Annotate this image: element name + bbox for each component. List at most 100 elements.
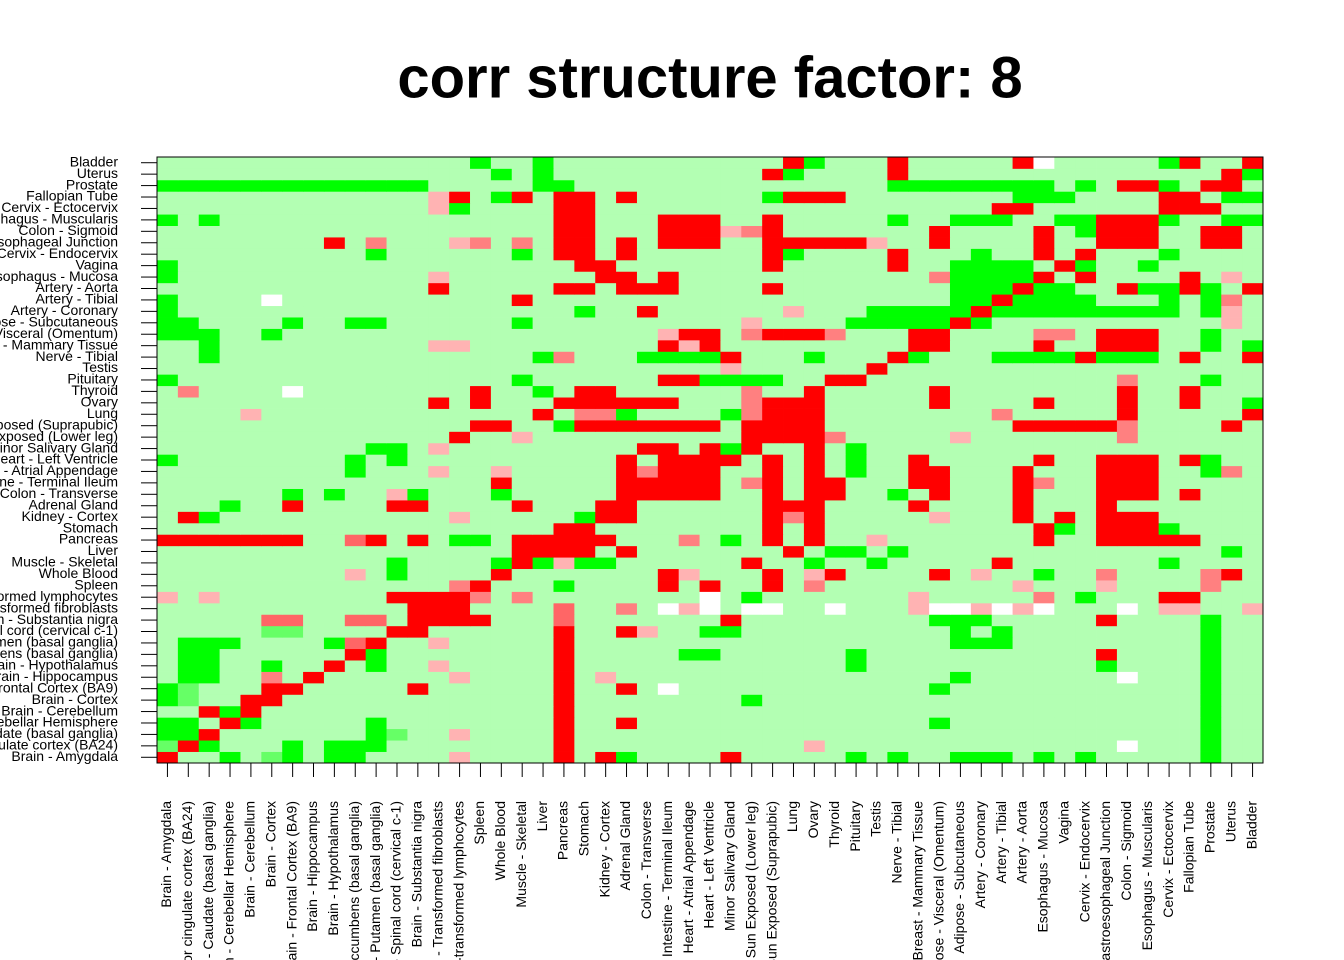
heatmap-cell (636, 157, 659, 169)
heatmap-cell (219, 500, 241, 512)
heatmap-cell (511, 671, 534, 684)
heatmap-cell (699, 614, 721, 627)
heatmap-cell (1075, 534, 1097, 547)
heatmap-cell (386, 237, 408, 249)
heatmap-cell (803, 557, 826, 570)
heatmap-cell (157, 682, 179, 695)
heatmap-cell (1137, 362, 1160, 375)
heatmap-cell (449, 522, 471, 535)
x-tick-label: Pancreas (555, 801, 571, 860)
heatmap-cell (574, 522, 596, 535)
heatmap-cell (887, 259, 909, 272)
heatmap-cell (407, 225, 429, 238)
heatmap-cell (532, 568, 554, 581)
heatmap-cell (824, 751, 847, 764)
heatmap-cell (803, 237, 826, 249)
heatmap-cell (783, 339, 805, 352)
heatmap-cell (1179, 740, 1201, 752)
heatmap-cell (490, 248, 513, 261)
heatmap-cell (407, 317, 429, 329)
heatmap-cell (887, 157, 909, 169)
heatmap-cell (303, 694, 325, 707)
heatmap-cell (699, 477, 721, 489)
heatmap-cell (1116, 431, 1139, 444)
heatmap-cell (574, 442, 596, 455)
heatmap-cell (386, 179, 408, 192)
heatmap-cell (407, 500, 429, 512)
heatmap-cell (1179, 397, 1201, 409)
heatmap-cell (1137, 317, 1160, 329)
heatmap-cell (636, 568, 659, 581)
heatmap-cell (365, 191, 387, 204)
heatmap-cell (428, 614, 450, 627)
heatmap-cell (803, 694, 826, 707)
heatmap-cell (323, 339, 346, 352)
heatmap-cell (616, 740, 638, 752)
y-tick-label: Nerve - Tibial (36, 348, 118, 364)
heatmap-cell (219, 591, 241, 604)
heatmap-cell (157, 454, 179, 467)
heatmap-cell (470, 602, 492, 615)
heatmap-cell (157, 545, 179, 558)
heatmap-cell (1012, 717, 1034, 730)
heatmap-cell (866, 682, 888, 695)
heatmap-cell (1158, 225, 1180, 238)
heatmap-cell (323, 477, 346, 489)
heatmap-cell (803, 477, 826, 489)
heatmap-cell (1012, 339, 1034, 352)
heatmap-cell (470, 294, 492, 307)
heatmap-cell (219, 191, 241, 204)
heatmap-cell (1221, 317, 1243, 329)
heatmap-cell (970, 248, 993, 261)
heatmap-cell (1012, 431, 1034, 444)
heatmap-cell (449, 385, 471, 398)
heatmap-cell (720, 431, 742, 444)
heatmap-cell (511, 339, 534, 352)
heatmap-cell (845, 488, 867, 501)
heatmap-cell (323, 191, 346, 204)
heatmap-cell (595, 374, 617, 387)
heatmap-cell (449, 202, 471, 215)
heatmap-cell (157, 225, 179, 238)
heatmap-cell (219, 728, 241, 741)
heatmap-cell (887, 637, 909, 650)
heatmap-cell (678, 454, 700, 467)
heatmap-cell (407, 477, 429, 489)
heatmap-cell (240, 717, 262, 730)
y-tick-label: Small Intestine - Terminal Ileum (0, 474, 118, 490)
heatmap-cell (470, 637, 492, 650)
heatmap-cell (407, 305, 429, 318)
heatmap-cell (699, 660, 721, 672)
heatmap-cell (1033, 488, 1055, 501)
heatmap-cell (1096, 602, 1118, 615)
heatmap-cell (282, 534, 304, 547)
heatmap-cell (282, 328, 304, 341)
heatmap-cell (449, 305, 471, 318)
heatmap-cell (470, 751, 492, 764)
heatmap-cell (511, 522, 534, 535)
heatmap-cell (1075, 545, 1097, 558)
heatmap-cell (824, 534, 847, 547)
heatmap-cell (824, 191, 847, 204)
heatmap-cell (386, 397, 408, 409)
heatmap-cell (1221, 602, 1243, 615)
heatmap-cell (1179, 157, 1201, 169)
heatmap-cell (282, 214, 304, 226)
heatmap-cell (177, 602, 200, 615)
heatmap-cell (1200, 637, 1222, 650)
heatmap-cell (240, 305, 262, 318)
heatmap-cell (1116, 465, 1139, 478)
heatmap-cell (595, 751, 617, 764)
heatmap-cell (511, 488, 534, 501)
heatmap-cell (198, 637, 221, 650)
heatmap-cell (261, 351, 283, 364)
heatmap-cell (1096, 408, 1118, 421)
heatmap-cell (1054, 339, 1076, 352)
heatmap-cell (240, 419, 262, 432)
heatmap-cell (803, 671, 826, 684)
heatmap-cell (616, 602, 638, 615)
heatmap-cell (970, 614, 993, 627)
heatmap-cell (1221, 500, 1243, 512)
heatmap-cell (219, 682, 241, 695)
heatmap-cell (908, 271, 930, 284)
